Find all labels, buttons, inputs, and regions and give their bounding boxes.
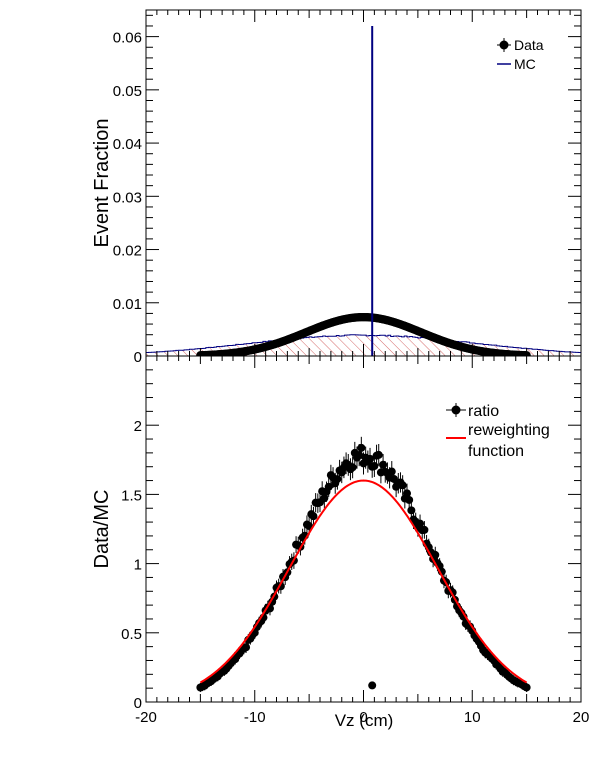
y-tick-label: 1.5: [121, 487, 142, 504]
legend-data-label: Data: [514, 37, 544, 53]
y-tick-label: 0.06: [113, 30, 142, 47]
y-tick-label: 0.02: [113, 243, 142, 260]
x-axis-label: Vz (cm): [335, 711, 394, 730]
ratio-point: [398, 481, 407, 490]
ratio-point: [333, 475, 342, 484]
y-tick-label: 0.04: [113, 136, 142, 153]
x-tick-label: -20: [135, 709, 157, 726]
y-tick-label: 0: [134, 695, 142, 712]
ratio-point: [309, 512, 318, 521]
legend-mc-label: MC: [514, 56, 536, 72]
ratio-point: [357, 443, 366, 452]
x-tick-label: 0: [359, 709, 367, 726]
x-tick-label: 20: [573, 709, 590, 726]
bottom-ratio-markers: [196, 436, 531, 693]
ratio-point: [522, 683, 531, 692]
ratio-point: [387, 467, 396, 476]
ratio-point: [374, 450, 383, 459]
bottom-y-axis-label: Data/MC: [91, 490, 113, 569]
ratio-outlier-point: [368, 681, 377, 690]
bottom-legend: ratio reweighting function: [446, 403, 550, 460]
top-y-axis-label: Event Fraction: [91, 119, 113, 248]
ratio-point: [407, 506, 416, 515]
y-tick-label: 1: [134, 557, 142, 574]
x-tick-label: 10: [464, 709, 481, 726]
bottom-panel: 0 0.5 1 1.5 2 -20 -10 0 10 20 Data/MC Vz (cm) ra…: [91, 355, 589, 730]
x-tick-label: -10: [244, 709, 266, 726]
y-tick-label: 0.01: [113, 296, 142, 313]
bottom-plot-frame: [145, 355, 582, 703]
y-tick-label: 2: [134, 418, 142, 435]
reweighting-function-curve: [199, 479, 528, 684]
top-panel: 0 0.01 0.02 0.03 0.04 0.05 0.06 Event Fraction…: [91, 9, 582, 366]
top-x-ticks: [145, 10, 582, 356]
legend-ratio-label: ratio: [468, 403, 499, 420]
top-y-axis: 0 0.01 0.02 0.03 0.04 0.05 0.06: [113, 14, 581, 366]
top-legend: Data MC: [497, 37, 544, 72]
ratio-point: [420, 525, 429, 534]
bottom-x-axis: -20 -10 0 10 20: [135, 356, 589, 726]
y-tick-label: 0.03: [113, 189, 142, 206]
legend-fit-label-line2: function: [468, 443, 524, 460]
ratio-point: [370, 461, 379, 470]
bottom-y-axis: 0 0.5 1 1.5 2: [121, 369, 581, 712]
ratio-point: [405, 495, 414, 504]
y-tick-label: 0.05: [113, 83, 142, 100]
ratio-point: [348, 463, 357, 472]
ratio-point: [379, 460, 388, 469]
y-tick-label: 0: [134, 349, 142, 366]
y-tick-label: 0.5: [121, 626, 142, 643]
legend-fit-label-line1: reweighting: [468, 422, 550, 439]
legend-ratio-marker: [451, 405, 461, 415]
top-data-markers: [196, 312, 531, 356]
legend-data-marker: [499, 40, 509, 50]
